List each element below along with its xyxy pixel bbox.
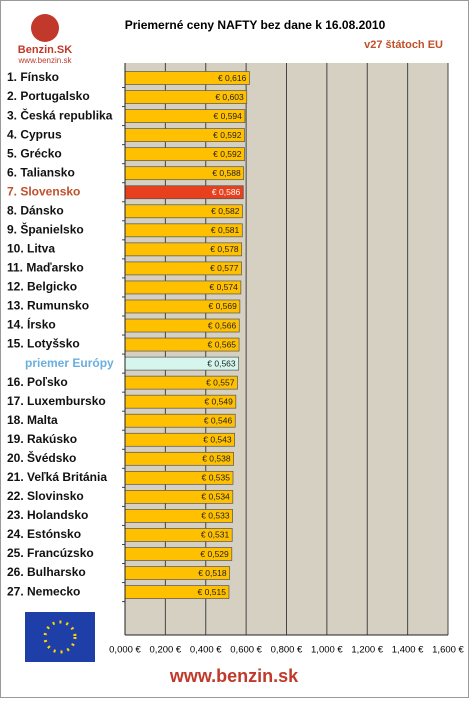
- logo: Benzin.SK www.benzin.sk: [18, 14, 73, 65]
- value-label: € 0,518: [198, 568, 227, 578]
- logo-icon: [31, 14, 59, 42]
- value-label: € 0,543: [203, 435, 232, 445]
- value-label: € 0,557: [206, 377, 235, 387]
- category-label: 3. Česká republika: [7, 107, 113, 122]
- category-label: 15. Lotyšsko: [7, 337, 80, 351]
- category-label: 16. Poľsko: [7, 375, 68, 389]
- value-label: € 0,531: [201, 530, 230, 540]
- value-label: € 0,586: [212, 187, 241, 197]
- category-label: 10. Litva: [7, 242, 55, 256]
- category-label: 2. Portugalsko: [7, 89, 90, 103]
- category-label: 22. Slovinsko: [7, 489, 84, 503]
- category-label: 26. Bulharsko: [7, 565, 86, 579]
- category-label: 6. Taliansko: [7, 165, 75, 179]
- category-label: 8. Dánsko: [7, 203, 64, 217]
- chart-title: Priemerné ceny NAFTY bez dane k 16.08.20…: [125, 18, 386, 32]
- value-label: € 0,577: [210, 263, 239, 273]
- eu-flag: [25, 612, 95, 662]
- value-label: € 0,563: [207, 358, 236, 368]
- x-tick-label: 0,400 €: [190, 645, 222, 656]
- category-label: 1. Fínsko: [7, 70, 59, 84]
- value-label: € 0,535: [202, 473, 231, 483]
- value-label: € 0,616: [218, 73, 247, 83]
- flag-field: [25, 612, 95, 662]
- category-label: 12. Belgicko: [7, 280, 77, 294]
- x-tick-label: 1,400 €: [392, 645, 424, 656]
- flag-stars: [43, 620, 77, 654]
- category-label: 13. Rumunsko: [7, 299, 89, 313]
- category-label: 27. Nemecko: [7, 584, 80, 598]
- x-tick-label: 0,200 €: [150, 645, 182, 656]
- x-tick-label: 0,000 €: [109, 645, 141, 656]
- category-label: priemer Európy: [25, 356, 114, 370]
- x-tick-label: 1,200 €: [351, 645, 383, 656]
- value-label: € 0,581: [211, 225, 240, 235]
- value-label: € 0,546: [204, 415, 233, 425]
- chart-subtitle: v27 štátoch EU: [364, 39, 443, 51]
- category-label: 4. Cyprus: [7, 127, 62, 141]
- value-label: € 0,578: [210, 244, 239, 254]
- x-tick-label: 0,800 €: [271, 645, 303, 656]
- category-label: 25. Francúzsko: [7, 546, 94, 560]
- category-label: 20. Švédsko: [7, 450, 76, 465]
- value-label: € 0,534: [201, 492, 230, 502]
- value-label: € 0,569: [208, 301, 237, 311]
- value-label: € 0,549: [204, 396, 233, 406]
- value-label: € 0,592: [213, 130, 242, 140]
- value-label: € 0,529: [200, 549, 229, 559]
- value-label: € 0,515: [198, 587, 227, 597]
- x-tick-label: 1,600 €: [432, 645, 464, 656]
- value-label: € 0,574: [210, 282, 239, 292]
- category-label: 24. Estónsko: [7, 527, 81, 541]
- value-label: € 0,565: [208, 339, 237, 349]
- x-tick-label: 1,000 €: [311, 645, 343, 656]
- value-label: € 0,594: [214, 111, 243, 121]
- category-label: 11. Maďarsko: [7, 261, 84, 275]
- value-label: € 0,582: [211, 206, 240, 216]
- value-label: € 0,592: [213, 149, 242, 159]
- x-tick-label: 0,600 €: [230, 645, 262, 656]
- category-label: 14. Írsko: [7, 317, 56, 332]
- value-label: € 0,588: [212, 168, 241, 178]
- category-label: 19. Rakúsko: [7, 432, 77, 446]
- logo-name: Benzin.SK: [18, 44, 72, 56]
- value-label: € 0,603: [215, 92, 244, 102]
- category-label: 5. Grécko: [7, 146, 62, 160]
- category-label: 7. Slovensko: [7, 184, 80, 198]
- logo-url: www.benzin.sk: [18, 56, 73, 65]
- footer: www.benzin.sk: [169, 666, 299, 686]
- category-label: 23. Holandsko: [7, 508, 88, 522]
- value-label: € 0,566: [208, 320, 237, 330]
- category-label: 9. Španielsko: [7, 221, 84, 236]
- value-label: € 0,538: [202, 454, 231, 464]
- category-label: 18. Malta: [7, 413, 58, 427]
- category-label: 21. Veľká Británia: [7, 470, 107, 484]
- category-label: 17. Luxembursko: [7, 394, 106, 408]
- value-label: € 0,533: [201, 511, 230, 521]
